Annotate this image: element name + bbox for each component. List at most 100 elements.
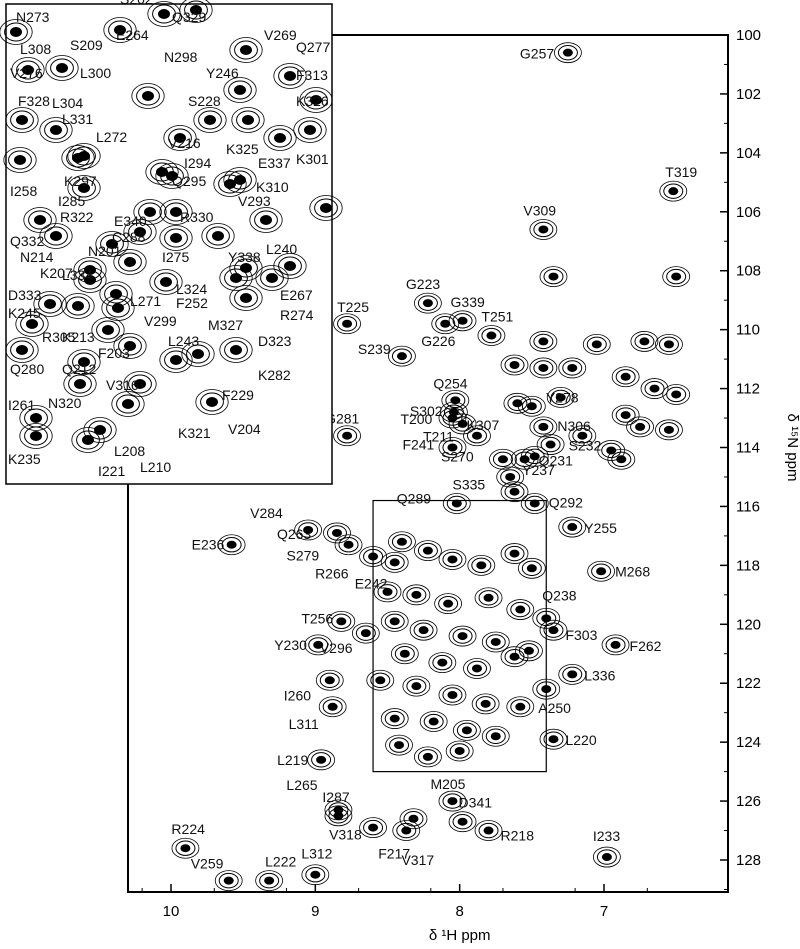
peak-contour (442, 551, 463, 568)
peak-contour (514, 451, 535, 467)
peak-core (230, 273, 242, 283)
peak-core (635, 422, 646, 431)
peak-core (505, 472, 516, 481)
peak-contour (228, 80, 252, 100)
peak-core (509, 361, 520, 369)
peak-contour (223, 167, 257, 193)
inset-peak-label: F252 (176, 295, 208, 311)
peak-contour (328, 808, 349, 824)
peak-core (375, 676, 386, 685)
peak-core (102, 325, 114, 335)
peak-label: I233 (593, 828, 620, 844)
unlabeled-peak (380, 610, 409, 632)
peak-label: N306 (557, 418, 591, 434)
inset-peak-label: N320 (48, 395, 82, 411)
unlabeled-peak (481, 725, 510, 747)
peak-contour (500, 481, 529, 503)
inset-peak (63, 371, 97, 397)
peak-contour (318, 696, 347, 718)
inset-peak (0, 19, 33, 45)
peak-core (562, 48, 573, 57)
peak-contour (234, 288, 258, 308)
peak-contour (273, 63, 307, 89)
y-tick-label: 112 (736, 381, 760, 398)
inset-peak (159, 347, 193, 373)
peak-contour (489, 448, 517, 470)
peak-contour (163, 125, 197, 151)
peak-contour (95, 231, 129, 257)
peak-contour (118, 336, 142, 356)
inset-peak (133, 199, 167, 225)
inset-peak (231, 107, 265, 133)
inset-peak (131, 83, 165, 109)
peak-contour (666, 386, 687, 403)
peak-contour (539, 266, 568, 288)
unlabeled-peak (640, 378, 669, 399)
assigned-peak (304, 634, 333, 656)
peak-contour (103, 17, 137, 43)
peak-label: L312 (301, 846, 332, 862)
peak-contour (152, 4, 176, 24)
peak-contour (644, 380, 665, 397)
inset-peak-label: V299 (144, 313, 177, 329)
peak-label: V259 (191, 856, 224, 872)
peak-core (401, 826, 412, 835)
inset-peak-label: I258 (10, 183, 37, 199)
peak-label: E236 (192, 537, 225, 553)
peak-contour (73, 267, 107, 293)
assigned-peak (558, 663, 587, 685)
inset-peak (179, 0, 213, 23)
peak-contour (136, 86, 160, 106)
y-tick-label: 126 (736, 793, 761, 810)
peak-contour (630, 419, 651, 435)
peak-contour (278, 256, 302, 276)
peak-core (567, 363, 578, 372)
peak-label: I260 (284, 687, 311, 703)
inset-peak (223, 77, 257, 103)
inset-peak-label: E340 (114, 213, 147, 229)
peak-contour (91, 317, 125, 343)
peak-core (274, 133, 286, 143)
assigned-peak (315, 669, 344, 691)
unlabeled-peak (445, 740, 474, 762)
peak-core (389, 617, 400, 626)
y-tick-label: 108 (736, 263, 761, 280)
peak-contour (260, 268, 284, 288)
y-tick-label: 128 (736, 852, 761, 869)
peak-label: Q289 (397, 490, 431, 506)
peak-contour (19, 405, 53, 431)
peak-contour (409, 619, 438, 641)
peak-contour (61, 293, 95, 319)
peak-contour (249, 207, 283, 233)
inset-peak-label: L334 (62, 267, 93, 283)
unlabeled-peak (500, 646, 529, 668)
peak-contour (442, 793, 463, 809)
peak-contour (504, 648, 525, 665)
inset-peak (163, 125, 197, 151)
peak-contour (193, 107, 227, 133)
peak-contour (504, 357, 525, 373)
peak-contour (615, 407, 636, 423)
inset-peak-label: F328 (18, 93, 50, 109)
inset-peak (195, 389, 229, 415)
peak-contour (123, 371, 157, 397)
peak-label: T211 (423, 429, 454, 445)
peak-core (16, 115, 28, 125)
peak-contour (78, 270, 102, 290)
peak-contour (568, 425, 597, 447)
peak-core (428, 717, 439, 726)
peak-contour (536, 434, 565, 455)
unlabeled-peak (597, 440, 626, 461)
peak-contour (442, 410, 463, 426)
peak-core (457, 316, 468, 325)
peak-core (327, 702, 338, 711)
inset-peak (309, 195, 343, 221)
peak-contour (438, 437, 467, 458)
peak-core (22, 65, 34, 75)
peak-contour (605, 637, 626, 653)
peak-core (304, 125, 316, 135)
peak-contour (431, 313, 460, 335)
peak-core (567, 523, 578, 532)
peak-core (192, 349, 204, 359)
peak-contour (557, 44, 578, 61)
